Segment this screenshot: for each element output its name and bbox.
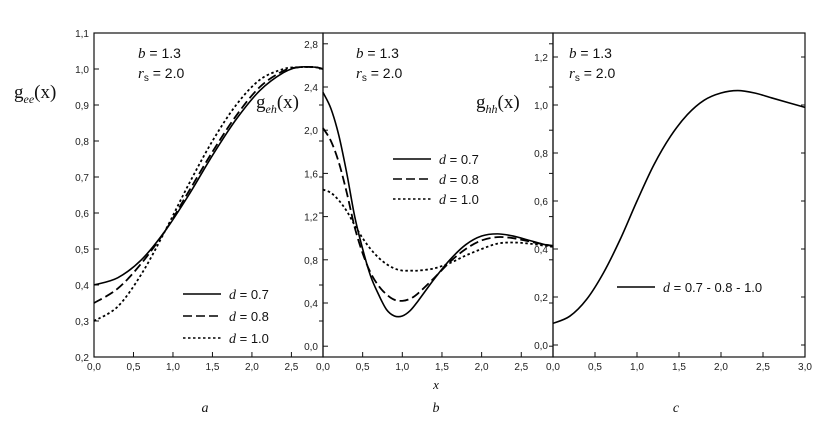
x-tick-label: 2,0 — [245, 362, 259, 373]
parameter-label: b = 1.3 — [356, 45, 399, 62]
x-tick-label: 1,5 — [205, 362, 219, 373]
y-tick-label: 1,6 — [304, 169, 318, 180]
y-tick-label: 0,8 — [75, 137, 89, 148]
x-tick-label: 0,5 — [588, 362, 602, 373]
parameter-label: rs = 2.0 — [569, 65, 615, 84]
parameter-label: b = 1.3 — [569, 45, 612, 62]
x-tick-label: 0,5 — [127, 362, 141, 373]
series-line-solid — [322, 92, 554, 318]
legend-label: d = 0.7 - 0.8 - 1.0 — [663, 280, 762, 296]
series-line-solid — [552, 89, 806, 325]
y-tick-label: 0,6 — [75, 209, 89, 220]
x-tick-label: 0,0 — [87, 362, 101, 373]
chart-panel-b: 0,0 0,5 1,0 1,5 2,0 2,5 0,0 0,4 0,8 1,2 1,6 2,0 2,4 2… — [256, 32, 554, 416]
y-tick-label: 1,0 — [534, 101, 548, 112]
series-line-dotted — [322, 188, 554, 272]
legend-label: d = 0.7 — [229, 287, 269, 303]
y-tick-label: 0,7 — [75, 173, 89, 184]
legend-label: d = 1.0 — [229, 331, 269, 347]
y-axis-label: geh(x) — [256, 92, 299, 116]
x-tick-label: 1,0 — [395, 362, 409, 373]
panel-caption: b — [433, 401, 440, 416]
y-tick-label: 1,0 — [75, 65, 89, 76]
x-tick-label: 1,5 — [435, 362, 449, 373]
y-tick-label: 0,8 — [304, 256, 318, 267]
x-tick-label: 2,5 — [284, 362, 298, 373]
y-axis-label: gee(x) — [14, 82, 56, 106]
y-tick-label: 0,4 — [304, 299, 318, 310]
y-tick-label: 0,8 — [534, 149, 548, 160]
parameter-label: rs = 2.0 — [138, 65, 184, 84]
series-line-dashed — [322, 127, 554, 302]
plot-frame — [552, 32, 806, 358]
x-tick-label: 2,5 — [514, 362, 528, 373]
plot-frame — [93, 32, 324, 358]
y-tick-label: 0,4 — [75, 281, 89, 292]
y-tick-label: 2,8 — [304, 40, 318, 51]
y-tick-label: 0,3 — [75, 317, 89, 328]
y-tick-label: 0,4 — [534, 245, 548, 256]
x-tick-label: 1,0 — [630, 362, 644, 373]
y-tick-label: 0,9 — [75, 101, 89, 112]
y-tick-label: 2,4 — [304, 83, 318, 94]
y-axis-label: ghh(x) — [476, 92, 520, 116]
y-tick-label: 0,2 — [75, 353, 89, 364]
y-tick-label: 0,6 — [534, 197, 548, 208]
y-tick-label: 0,0 — [534, 341, 548, 352]
x-tick-label: 3,0 — [798, 362, 812, 373]
x-axis-label: x — [432, 377, 439, 392]
parameter-label: rs = 2.0 — [356, 65, 402, 84]
legend-label: d = 1.0 — [439, 192, 479, 208]
x-tick-label: 1,5 — [672, 362, 686, 373]
x-tick-label: 2,5 — [756, 362, 770, 373]
x-tick-label: 0,0 — [316, 362, 330, 373]
chart-panel-a: 0,0 0,5 1,0 1,5 2,0 2,5 0,2 0,3 0,4 0,5 0,6 0,7 0,8 0… — [14, 29, 324, 416]
panel-caption: a — [202, 401, 209, 416]
series-line-dotted — [93, 66, 324, 322]
legend-label: d = 0.8 — [439, 172, 479, 188]
x-tick-label: 2,0 — [714, 362, 728, 373]
x-tick-label: 1,0 — [166, 362, 180, 373]
legend-label: d = 0.8 — [229, 309, 269, 325]
y-tick-label: 1,2 — [534, 53, 548, 64]
x-tick-label: 2,0 — [475, 362, 489, 373]
y-tick-label: 1,2 — [304, 213, 318, 224]
chart-panel-c: 0,0 0,5 1,0 1,5 2,0 2,5 3,0 0,0 0,2 0,4 0,6 0,8 1,0 1… — [476, 32, 812, 416]
y-tick-label: 0,5 — [75, 245, 89, 256]
x-tick-label: 0,5 — [356, 362, 370, 373]
y-tick-label: 0,0 — [304, 342, 318, 353]
panel-caption: c — [673, 401, 680, 416]
parameter-label: b = 1.3 — [138, 45, 181, 62]
series-line-dashed — [93, 65, 324, 304]
y-tick-label: 2,0 — [304, 126, 318, 137]
y-tick-label: 0,2 — [534, 293, 548, 304]
legend-label: d = 0.7 — [439, 152, 479, 168]
y-tick-label: 1,1 — [75, 29, 89, 40]
x-tick-label: 0,0 — [546, 362, 560, 373]
